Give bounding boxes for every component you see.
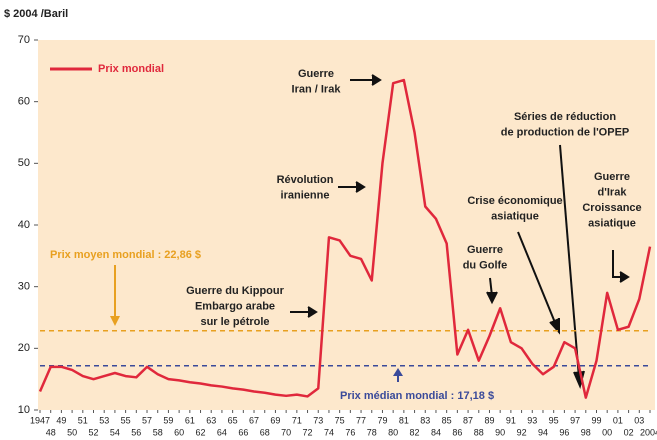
x-tick-label: 59 <box>163 415 173 425</box>
x-tick-label: 94 <box>538 427 548 437</box>
x-tick-label: 55 <box>121 415 131 425</box>
x-tick-label: 83 <box>420 415 430 425</box>
annotation: Guerre <box>298 68 334 80</box>
x-tick-label: 95 <box>549 415 559 425</box>
x-tick-label: 90 <box>495 427 505 437</box>
x-tick-label: 86 <box>452 427 462 437</box>
price-line <box>38 78 652 399</box>
y-tick-label: 20 <box>18 342 30 354</box>
reference-label: Prix médian mondial : 17,18 $ <box>340 390 494 402</box>
annotation: Révolution <box>277 174 334 186</box>
x-tick-label: 62 <box>196 427 206 437</box>
x-tick-label: 81 <box>399 415 409 425</box>
annotation: Iran / Irak <box>292 83 342 95</box>
annotation: Embargo arabe <box>195 300 275 312</box>
x-tick-label: 72 <box>303 427 313 437</box>
annotation: iranienne <box>281 189 330 201</box>
annotation: Crise économique <box>467 195 562 207</box>
annotation: sur le pétrole <box>200 316 269 328</box>
x-tick-label: 84 <box>431 427 441 437</box>
x-tick-label: 53 <box>99 415 109 425</box>
x-tick-label: 57 <box>142 415 152 425</box>
x-tick-label: 2004 <box>640 427 657 437</box>
x-tick-label: 58 <box>153 427 163 437</box>
x-tick-label: 64 <box>217 427 227 437</box>
x-tick-label: 61 <box>185 415 195 425</box>
ref-arrows <box>110 265 403 382</box>
x-tick-label: 75 <box>335 415 345 425</box>
x-tick-label: 99 <box>591 415 601 425</box>
x-tick-label: 91 <box>506 415 516 425</box>
y-axis-label: $ 2004 /Baril <box>4 8 68 20</box>
x-tick-label: 48 <box>46 427 56 437</box>
x-tick-label: 52 <box>89 427 99 437</box>
x-tick-label: 79 <box>377 415 387 425</box>
annotation: Séries de réduction <box>514 111 616 123</box>
x-tick-label: 49 <box>56 415 66 425</box>
annotation: Guerre du Kippour <box>186 285 285 297</box>
x-tick-label: 51 <box>78 415 88 425</box>
x-tick-label: 92 <box>517 427 527 437</box>
x-tick-label: 02 <box>624 427 634 437</box>
x-tick-label: 76 <box>345 427 355 437</box>
x-tick-label: 74 <box>324 427 334 437</box>
arrows <box>290 74 630 390</box>
x-tick-label: 63 <box>206 415 216 425</box>
x-tick-label: 1947 <box>30 415 50 425</box>
x-tick-label: 80 <box>388 427 398 437</box>
y-tick-label: 50 <box>18 157 30 169</box>
x-tick-label: 56 <box>131 427 141 437</box>
annotation: d'Irak <box>598 186 628 198</box>
annotation: Guerre <box>467 244 503 256</box>
x-tick-label: 96 <box>559 427 569 437</box>
x-tick-label: 71 <box>292 415 302 425</box>
x-tick-label: 03 <box>634 415 644 425</box>
x-tick-label: 69 <box>270 415 280 425</box>
x-tick-label: 85 <box>442 415 452 425</box>
x-tick-label: 60 <box>174 427 184 437</box>
x-tick-label: 78 <box>367 427 377 437</box>
y-tick-label: 60 <box>18 96 30 108</box>
annotation: de production de l'OPEP <box>501 126 630 138</box>
legend-label: Prix mondial <box>98 63 164 75</box>
x-tick-label: 89 <box>484 415 494 425</box>
x-tick-label: 54 <box>110 427 120 437</box>
x-tick-label: 97 <box>570 415 580 425</box>
x-tick-label: 73 <box>313 415 323 425</box>
x-tick-label: 65 <box>228 415 238 425</box>
annotation: asiatique <box>491 210 539 222</box>
x-tick-label: 98 <box>581 427 591 437</box>
annotation: du Golfe <box>463 259 508 271</box>
x-tick-label: 01 <box>613 415 623 425</box>
x-tick-label: 67 <box>249 415 259 425</box>
x-tick-label: 66 <box>238 427 248 437</box>
y-tick-label: 40 <box>18 219 30 231</box>
y-tick-label: 30 <box>18 281 30 293</box>
x-tick-label: 88 <box>474 427 484 437</box>
x-tick-label: 77 <box>356 415 366 425</box>
x-tick-label: 00 <box>602 427 612 437</box>
x-tick-label: 50 <box>67 427 77 437</box>
annotation: Guerre <box>594 171 630 183</box>
plot-area <box>38 40 655 410</box>
reference-label: Prix moyen mondial : 22,86 $ <box>50 249 201 261</box>
x-tick-label: 68 <box>260 427 270 437</box>
annotation: asiatique <box>588 217 636 229</box>
annotation: Croissance <box>582 202 641 214</box>
y-tick-label: 10 <box>18 404 30 416</box>
x-tick-label: 93 <box>527 415 537 425</box>
x-tick-label: 70 <box>281 427 291 437</box>
x-tick-label: 87 <box>463 415 473 425</box>
y-tick-label: 70 <box>18 34 30 46</box>
x-tick-label: 82 <box>410 427 420 437</box>
